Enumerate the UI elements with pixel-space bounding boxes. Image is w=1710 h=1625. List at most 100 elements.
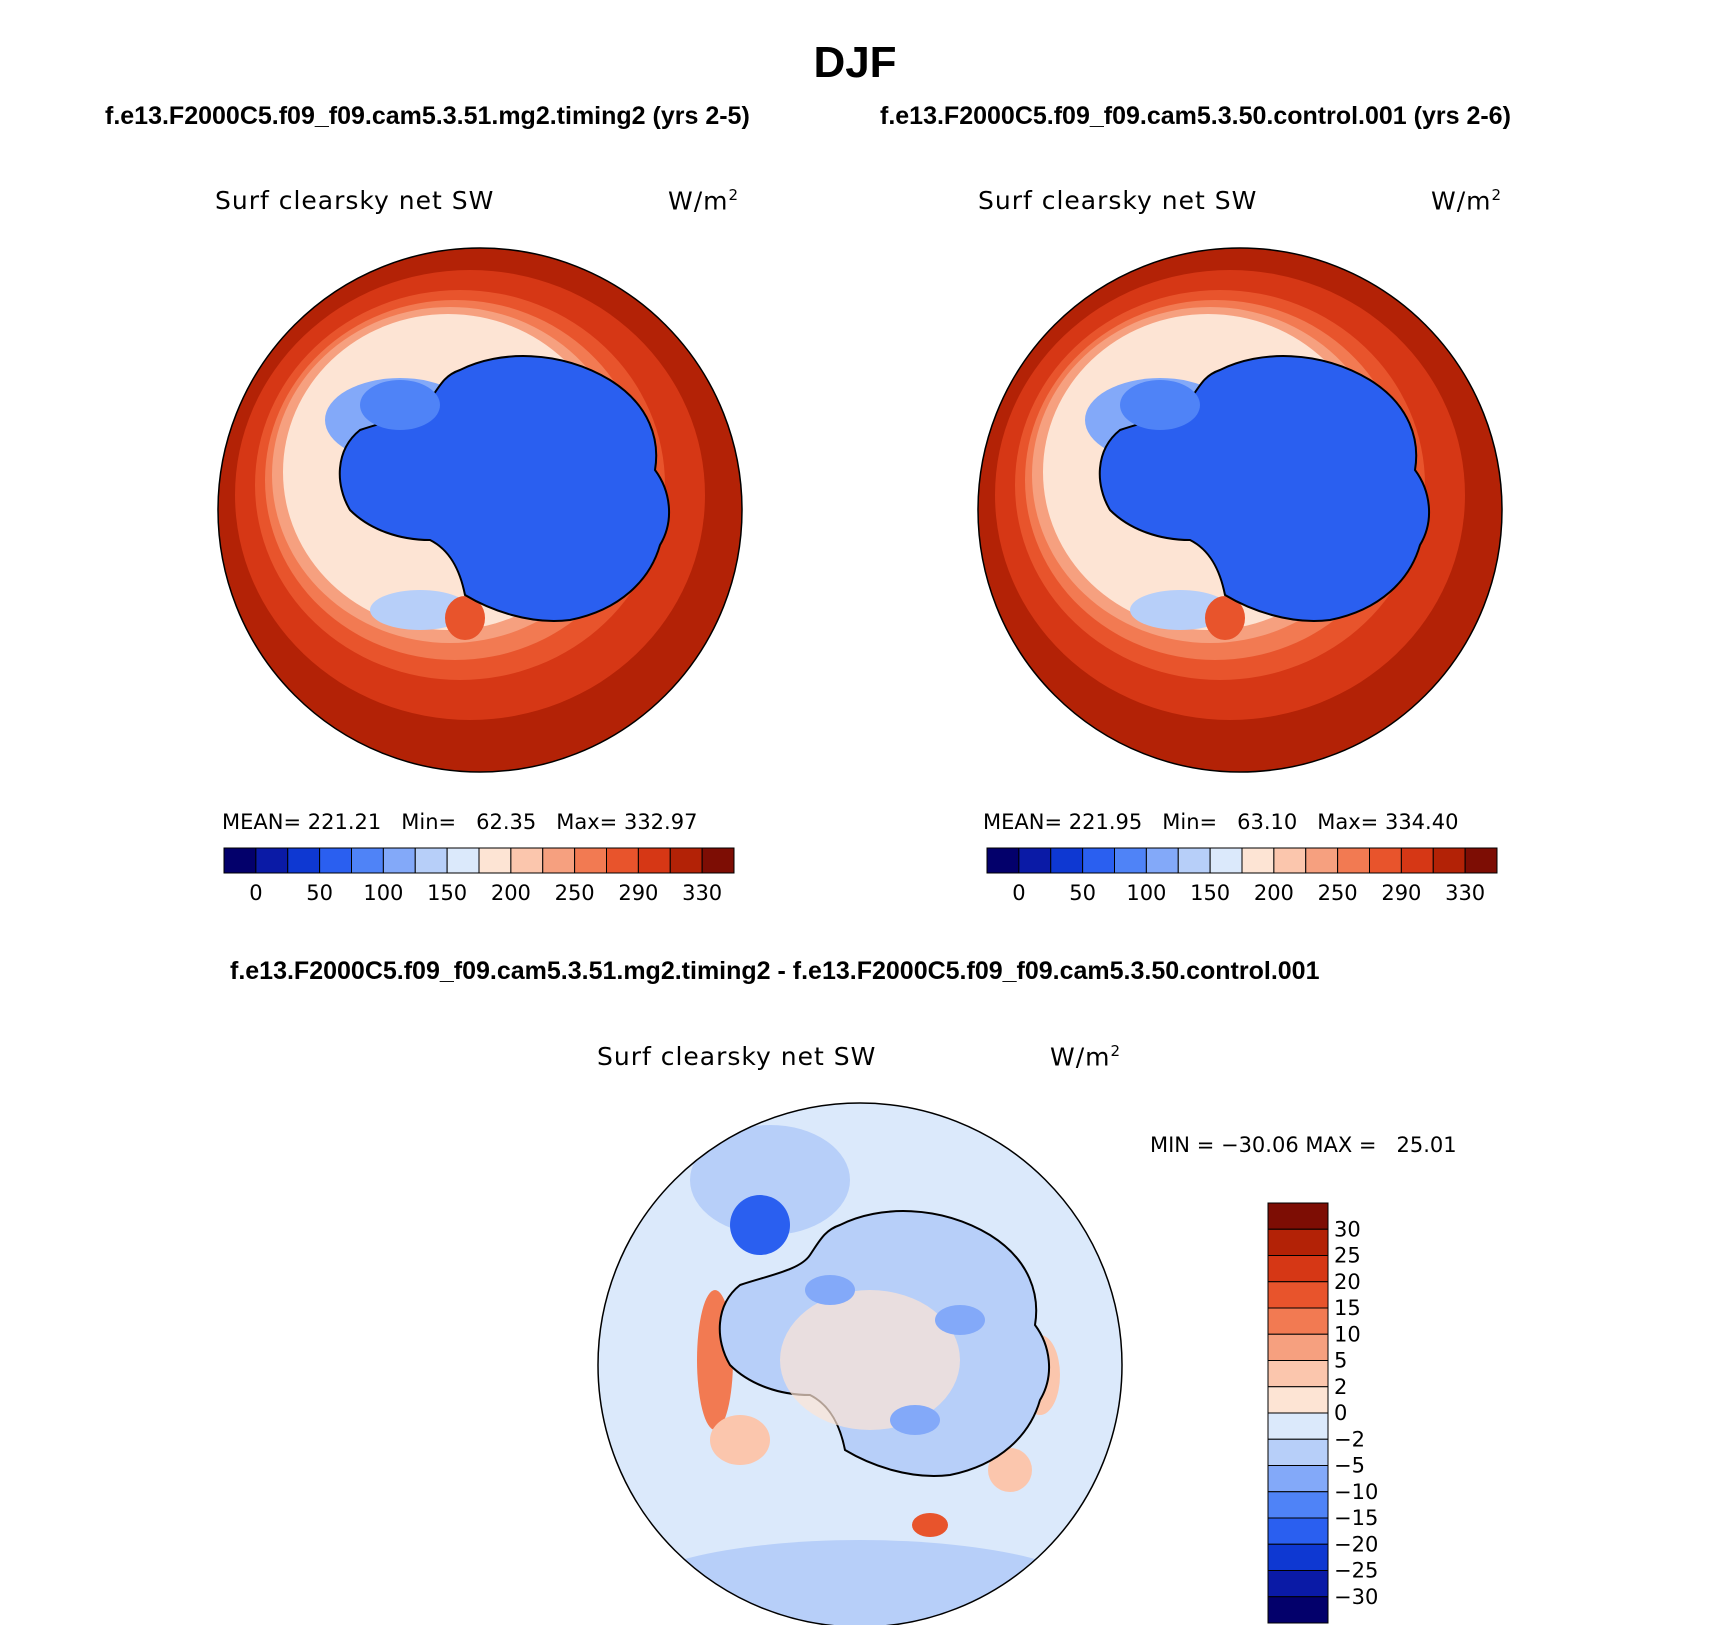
colorbar-swatch [510, 847, 544, 874]
colorbar-swatch [1273, 847, 1307, 874]
left-map [218, 248, 742, 772]
colorbar-swatch [1267, 1517, 1329, 1545]
colorbar-swatch [1432, 847, 1466, 874]
colorbar-swatch [1267, 1360, 1329, 1388]
colorbar-swatch [1267, 1255, 1329, 1283]
colorbar-swatch [1241, 847, 1275, 874]
diff-panel-stats: MIN = −30.06 MAX = 25.01 [1150, 1133, 1457, 1157]
colorbar-swatch [1305, 847, 1339, 874]
left-map-border [217, 247, 743, 773]
diff-title: f.e13.F2000C5.f09_f09.cam5.3.51.mg2.timi… [230, 957, 1320, 985]
diff-map [598, 1103, 1122, 1625]
diff-panel-units: W/m2 [1050, 1042, 1122, 1072]
right-colorbar: 0 50 100 150 200 250 290 330 [986, 847, 1498, 905]
colorbar-tick-label: −5 [1334, 1454, 1365, 1478]
colorbar-swatch [1267, 1596, 1329, 1624]
right-panel-stats: MEAN= 221.95 Min= 63.10 Max= 334.40 [983, 810, 1459, 834]
colorbar-tick-label: 50 [306, 881, 333, 905]
colorbar-tick-label: 200 [1254, 881, 1294, 905]
colorbar-swatch [382, 847, 416, 874]
colorbar-swatch [1464, 847, 1498, 874]
colorbar-swatch [1267, 1281, 1329, 1309]
diff-map-border [597, 1102, 1123, 1625]
colorbar-swatch [1267, 1228, 1329, 1256]
left-colorbar: 0 50 100 150 200 250 290 330 [223, 847, 735, 905]
case-b-title: f.e13.F2000C5.f09_f09.cam5.3.50.control.… [880, 102, 1511, 130]
colorbar-swatch [1050, 847, 1084, 874]
colorbar-tick-label: 25 [1334, 1244, 1361, 1268]
colorbar-swatch [255, 847, 289, 874]
right-panel-units: W/m2 [1431, 186, 1503, 216]
colorbar-swatch [223, 847, 257, 874]
colorbar-tick-label: 150 [1190, 881, 1230, 905]
colorbar-tick-label: 330 [682, 881, 722, 905]
colorbar-tick-label: −2 [1334, 1427, 1365, 1451]
colorbar-swatch [542, 847, 576, 874]
colorbar-tick-label: −30 [1334, 1585, 1378, 1609]
colorbar-swatch [701, 847, 735, 874]
colorbar-swatch [1267, 1570, 1329, 1598]
colorbar-tick-label: 250 [555, 881, 595, 905]
right-panel-variable: Surf clearsky net SW [978, 186, 1258, 215]
colorbar-swatch [1267, 1307, 1329, 1335]
left-panel-variable: Surf clearsky net SW [215, 186, 495, 215]
colorbar-tick-label: 100 [363, 881, 403, 905]
colorbar-tick-label: −15 [1334, 1506, 1378, 1530]
colorbar-tick-label: 250 [1318, 881, 1358, 905]
colorbar-tick-label: 10 [1334, 1322, 1361, 1346]
diff-panel-variable: Surf clearsky net SW [597, 1042, 877, 1071]
colorbar-tick-label: 15 [1334, 1296, 1361, 1320]
colorbar-swatch [986, 847, 1020, 874]
colorbar-tick-label: −20 [1334, 1532, 1378, 1556]
left-panel-stats: MEAN= 221.21 Min= 62.35 Max= 332.97 [222, 810, 698, 834]
colorbar-swatch [1400, 847, 1434, 874]
colorbar-swatch [287, 847, 321, 874]
colorbar-swatch [1082, 847, 1115, 874]
colorbar-swatch [1337, 847, 1370, 874]
colorbar-swatch [574, 847, 607, 874]
colorbar-tick-label: 0 [249, 881, 262, 905]
colorbar-swatch [1177, 847, 1211, 874]
colorbar-swatch [1369, 847, 1402, 874]
right-map [978, 248, 1502, 772]
colorbar-swatch [1267, 1386, 1329, 1414]
colorbar-tick-label: −25 [1334, 1559, 1378, 1583]
colorbar-swatch [1267, 1333, 1329, 1361]
colorbar-swatch [1267, 1202, 1329, 1230]
main-title: DJF [813, 38, 897, 87]
colorbar-swatch [414, 847, 448, 874]
colorbar-swatch [1267, 1438, 1329, 1466]
colorbar-tick-label: −10 [1334, 1480, 1378, 1504]
colorbar-tick-label: 330 [1445, 881, 1485, 905]
colorbar-swatch [669, 847, 703, 874]
colorbar-tick-label: 290 [618, 881, 658, 905]
colorbar-tick-label: 20 [1334, 1270, 1361, 1294]
colorbar-tick-label: 2 [1334, 1375, 1347, 1399]
colorbar-swatch [1145, 847, 1179, 874]
colorbar-swatch [1267, 1491, 1329, 1519]
colorbar-swatch [1114, 847, 1147, 874]
colorbar-swatch [1209, 847, 1243, 874]
colorbar-swatch [1267, 1465, 1329, 1493]
colorbar-swatch [446, 847, 480, 874]
right-map-border [977, 247, 1503, 773]
colorbar-swatch [1018, 847, 1052, 874]
colorbar-swatch [351, 847, 384, 874]
left-panel-units: W/m2 [668, 186, 740, 216]
colorbar-swatch [637, 847, 671, 874]
colorbar-tick-label: 0 [1334, 1401, 1347, 1425]
colorbar-tick-label: 30 [1334, 1217, 1361, 1241]
colorbar-swatch [319, 847, 352, 874]
colorbar-swatch [478, 847, 512, 874]
colorbar-swatch [1267, 1543, 1329, 1571]
colorbar-tick-label: 0 [1012, 881, 1025, 905]
colorbar-swatch [606, 847, 639, 874]
colorbar-tick-label: 290 [1381, 881, 1421, 905]
colorbar-swatch [1267, 1412, 1329, 1440]
colorbar-tick-label: 200 [491, 881, 531, 905]
colorbar-tick-label: 5 [1334, 1349, 1347, 1373]
colorbar-tick-label: 50 [1069, 881, 1096, 905]
colorbar-tick-label: 150 [427, 881, 467, 905]
